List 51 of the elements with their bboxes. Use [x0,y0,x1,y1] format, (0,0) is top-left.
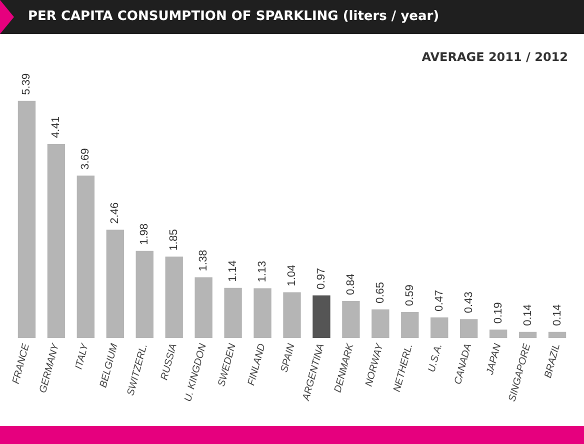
data-label: 1.85 [168,229,180,251]
bar [136,250,154,338]
x-tick-label: CANADA [452,342,474,386]
bar [106,230,124,338]
data-label: 0.14 [551,304,564,326]
x-tick-label: ITALY [74,341,92,371]
bar [460,319,478,338]
bar [254,288,272,338]
bar [194,277,212,338]
data-label: 1.04 [286,264,298,286]
bar [342,301,360,338]
bar [165,256,183,338]
x-tick-label: RUSSIA [159,342,180,382]
data-label: 0.97 [315,268,328,290]
data-label: 3.69 [80,148,92,170]
data-label: 1.98 [138,223,151,245]
data-label: 4.41 [50,116,62,138]
data-label: 0.65 [374,282,386,304]
text: AVERAGE 2011 / 2012 [422,50,568,64]
data-label: 1.38 [198,250,210,272]
bar [372,309,390,338]
bar [518,332,537,338]
data-label: 0.43 [462,292,475,314]
data-label: 1.14 [227,260,240,282]
data-label: 2.46 [109,202,122,224]
bar [283,292,301,338]
data-label: 0.19 [492,302,504,324]
x-tick-label: BRAZIL [542,342,563,380]
bar [489,330,508,338]
data-label: 0.59 [404,284,416,306]
x-tick-label: JAPAN [484,342,504,377]
x-tick-label: U.S.A. [426,342,445,374]
bar [76,176,95,338]
data-label: 1.13 [256,260,269,282]
bar [548,332,566,338]
data-label: 0.14 [522,304,534,326]
x-tick-label: SPAIN [279,342,298,374]
bar [47,144,66,338]
x-tick-label: SWEDEN [216,342,239,388]
x-tick-label: NORWAY [364,341,386,388]
chart-title: PER CAPITA CONSUMPTION OF SPARKLING (liters / year) [28,8,440,26]
bar [401,312,419,338]
bar [224,288,242,338]
data-label: 5.39 [20,73,33,95]
data-label: 0.47 [433,290,446,312]
bar [312,295,330,338]
x-tick-label: FRANCE [10,342,32,386]
data-label: 0.84 [344,274,357,296]
x-tick-label: FINLAND [246,342,268,387]
bar [18,100,36,338]
bar [430,317,448,338]
